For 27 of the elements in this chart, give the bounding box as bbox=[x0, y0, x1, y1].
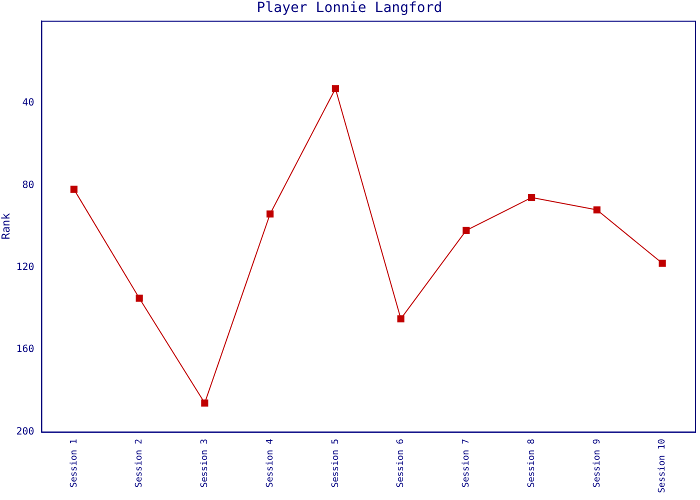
point bbox=[266, 210, 274, 218]
point bbox=[136, 294, 143, 302]
x-tick-label: Session 2 bbox=[134, 438, 145, 488]
point bbox=[462, 226, 470, 234]
y-tick-label: 40 bbox=[22, 98, 34, 109]
point bbox=[528, 194, 536, 202]
y-tick-label: 200 bbox=[16, 426, 34, 438]
x-tick-label: Session 10 bbox=[658, 438, 668, 494]
y-tick-label: 80 bbox=[22, 180, 34, 191]
y-axis-title: Rank bbox=[0, 212, 12, 240]
point bbox=[658, 260, 666, 267]
x-tick-label: Session 9 bbox=[592, 438, 602, 488]
y-tick-label: 120 bbox=[16, 262, 34, 274]
point bbox=[70, 186, 78, 193]
y-tick-label: 160 bbox=[16, 344, 34, 356]
chart-title: Player Lonnie Langford bbox=[256, 0, 442, 16]
point bbox=[201, 400, 208, 407]
x-tick-label: Session 3 bbox=[200, 438, 210, 488]
x-tick-label: Session 1 bbox=[69, 438, 80, 488]
x-tick-label: Session 7 bbox=[462, 438, 472, 488]
point bbox=[593, 206, 600, 214]
point bbox=[397, 315, 404, 322]
x-tick-label: Session 8 bbox=[526, 438, 537, 488]
x-tick-label: Session 5 bbox=[330, 438, 341, 488]
x-tick-label: Session 6 bbox=[396, 438, 406, 488]
point bbox=[332, 85, 339, 92]
x-tick-label: Session 4 bbox=[265, 438, 276, 488]
